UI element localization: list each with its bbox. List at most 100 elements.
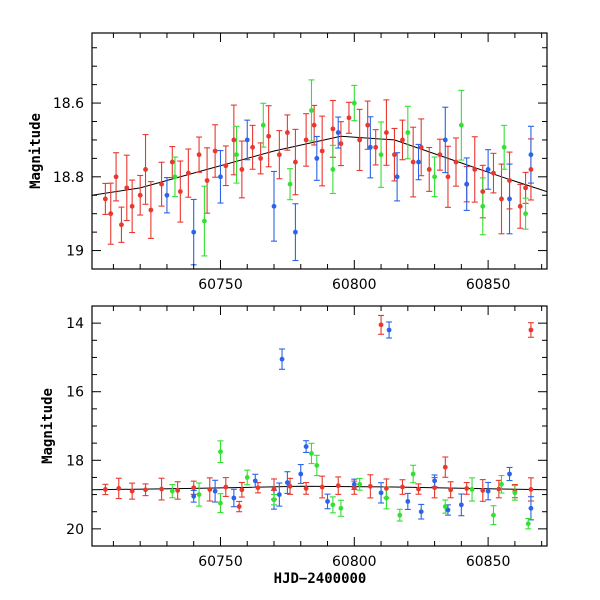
data-point: [410, 159, 416, 165]
data-point: [271, 203, 277, 209]
data-point: [523, 185, 528, 191]
data-point: [330, 126, 336, 132]
data-point: [346, 115, 352, 121]
data-point: [137, 192, 143, 198]
data-point: [496, 486, 502, 492]
data-point: [231, 137, 237, 143]
top-ticks: [92, 33, 547, 270]
data-point: [453, 159, 459, 165]
data-point: [231, 495, 237, 501]
data-point: [528, 327, 534, 333]
top-y-tick-labels: 18.6 18.8 19: [53, 96, 84, 260]
data-point: [284, 130, 290, 135]
bottom-y-axis-label: Magnitude: [40, 388, 56, 464]
data-point: [357, 137, 363, 143]
data-point: [258, 155, 264, 161]
data-point: [207, 487, 213, 492]
x-tick-label: 60750: [198, 554, 243, 570]
data-point: [185, 170, 191, 176]
bottom-plot-frame: [91, 305, 548, 547]
data-point: [319, 484, 325, 490]
data-point: [528, 152, 534, 158]
data-point: [314, 155, 320, 161]
data-point: [378, 322, 384, 328]
data-point: [410, 471, 416, 477]
data-point: [102, 487, 108, 492]
data-point: [491, 170, 496, 176]
data-point: [196, 492, 202, 497]
data-point: [528, 487, 534, 492]
data-point: [260, 122, 266, 128]
data-point: [405, 130, 411, 135]
data-point: [204, 178, 210, 183]
x-tick-label: 60850: [466, 554, 511, 570]
data-point: [458, 122, 464, 128]
data-point: [335, 483, 341, 489]
data-point: [175, 488, 181, 493]
data-point: [351, 485, 357, 491]
data-point: [485, 488, 491, 494]
data-point: [164, 192, 170, 198]
data-point: [191, 229, 197, 235]
data-point: [480, 488, 486, 493]
data-point: [218, 500, 223, 506]
data-point: [365, 122, 371, 128]
bottom-x-tick-labels: 60750 60800 60850: [198, 554, 510, 570]
bottom-ticks: [92, 305, 547, 547]
data-point: [325, 499, 330, 504]
data-point: [517, 203, 523, 209]
trend-line: [92, 135, 547, 196]
data-point: [234, 152, 239, 158]
data-point: [426, 167, 432, 172]
data-point: [400, 484, 405, 490]
data-point: [159, 181, 164, 187]
data-point: [367, 144, 373, 150]
data-point: [432, 478, 437, 484]
data-point: [143, 487, 148, 493]
bottom-x-axis-label: HJD−2400000: [274, 571, 367, 587]
data-point: [392, 152, 397, 158]
data-point: [279, 356, 285, 362]
data-point: [177, 189, 183, 194]
data-point: [416, 486, 421, 492]
data-point: [480, 189, 486, 194]
data-point: [480, 203, 486, 209]
bottom-y-tick-labels: 14 16 18 20: [66, 316, 84, 538]
data-point: [384, 495, 389, 501]
data-point: [124, 185, 130, 191]
data-point: [255, 485, 261, 491]
data-point: [293, 229, 298, 235]
data-point: [148, 207, 154, 213]
data-point: [236, 504, 242, 509]
data-point: [501, 144, 507, 150]
data-point: [212, 148, 218, 154]
data-point: [119, 222, 124, 228]
data-point: [507, 178, 512, 183]
data-point: [445, 174, 451, 180]
data-point: [373, 144, 379, 150]
data-point: [172, 174, 178, 180]
data-point: [218, 449, 223, 455]
top-y-axis-label: Magnitude: [28, 113, 44, 189]
data-point: [129, 203, 135, 209]
data-point: [528, 505, 534, 511]
data-point: [212, 488, 218, 494]
data-point: [432, 485, 437, 491]
data-point: [525, 521, 531, 527]
data-point: [400, 137, 405, 143]
data-point: [464, 486, 470, 491]
data-point: [507, 196, 512, 202]
top-x-tick-labels: 60750 60800 60850: [198, 277, 510, 293]
x-tick-label: 60750: [198, 277, 243, 293]
data-point: [512, 490, 518, 496]
x-tick-label: 60850: [466, 277, 511, 293]
data-point: [442, 137, 448, 143]
x-tick-label: 60800: [332, 554, 377, 570]
data-point: [464, 181, 470, 187]
top-trend-line: [92, 135, 547, 196]
data-point: [523, 211, 528, 217]
y-tick-label: 18.8: [53, 170, 84, 186]
data-point: [384, 130, 389, 135]
data-point: [143, 167, 148, 172]
data-point: [284, 480, 290, 485]
